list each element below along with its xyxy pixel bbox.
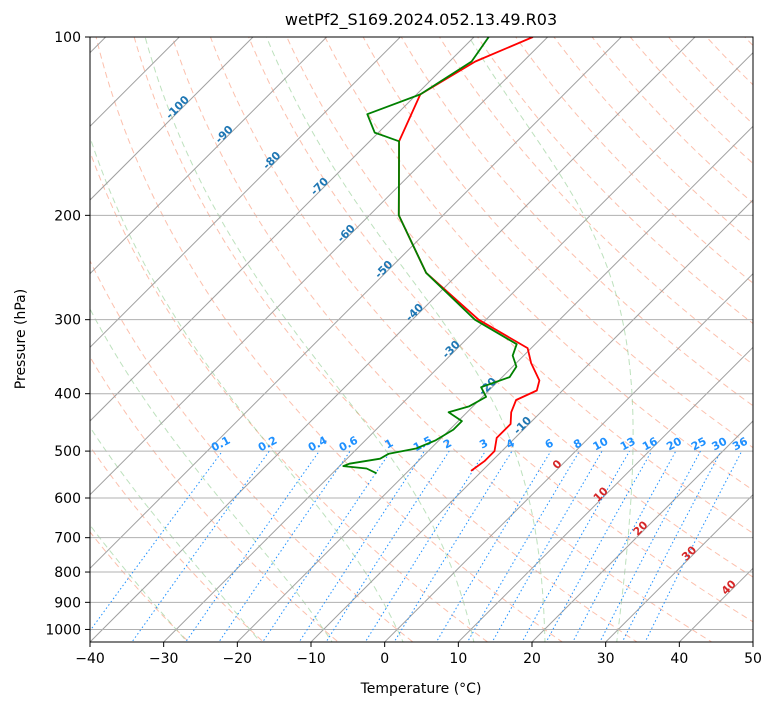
mixing-ratio-line (218, 450, 351, 642)
isotherm-line (90, 37, 475, 422)
dry-adiabat-line (171, 37, 713, 642)
dry-adiabat-line (90, 259, 414, 642)
isotherm-line (90, 37, 328, 275)
dry-adiabats (90, 37, 753, 642)
mixing-ratio-line (435, 450, 552, 642)
dry-adiabat-line (553, 37, 753, 244)
moist-adiabat-line (90, 308, 333, 642)
plot-frame (89, 36, 754, 643)
y-tick-label: 600 (54, 491, 81, 507)
dry-adiabat-line (248, 37, 753, 578)
y-tick-label: 300 (54, 313, 81, 329)
isotherm-line (90, 37, 696, 642)
mixing-ratio-line (131, 450, 270, 642)
x-tick-label: 50 (744, 651, 762, 667)
mixing-ratio-line (262, 450, 392, 642)
y-tick-label: 800 (54, 565, 81, 581)
profile-series (342, 37, 541, 475)
mixing-ratio-line (545, 450, 653, 642)
isotherm-line (457, 346, 753, 642)
y-tick-label: 1000 (45, 622, 81, 638)
dry-adiabat-line (95, 37, 564, 642)
x-tick-label: 30 (597, 651, 615, 667)
x-tick-label: −30 (149, 651, 179, 667)
x-tick-label: −40 (75, 651, 105, 667)
y-tick-label: 500 (54, 444, 81, 460)
pressure-gridlines (90, 37, 753, 630)
temperature-profile-line (397, 37, 541, 472)
isotherm-line (90, 37, 623, 570)
x-tick-label: 0 (380, 651, 389, 667)
dewpoint-profile-line (342, 37, 518, 475)
y-axis-ticks: 1000 900 800 700 600 500 400 300 200 100 (45, 30, 90, 638)
isotherm-line (90, 37, 549, 496)
mixing-ratio-label: 30 (710, 435, 730, 454)
dry-adiabat-line (133, 37, 638, 642)
mixing-ratio-line (325, 450, 450, 642)
mixing-ratio-label: 10 (591, 435, 611, 454)
mixing-ratio-line (644, 450, 743, 642)
isotherm-line (531, 420, 753, 642)
x-tick-label: 20 (523, 651, 541, 667)
y-tick-label: 900 (54, 595, 81, 611)
y-tick-label: 100 (54, 30, 81, 46)
mixing-ratio-line (466, 450, 580, 642)
dry-adiabat-line (515, 37, 753, 284)
x-axis-ticks: −40 −30 −20 −10 0 10 20 30 40 50 (75, 642, 762, 667)
mixing-ratio-line (491, 450, 603, 642)
y-tick-label: 700 (54, 531, 81, 547)
chart-title: wetPf2_S169.2024.052.13.49.R03 (285, 10, 557, 30)
dry-adiabat-line (591, 37, 753, 204)
isotherms (90, 37, 753, 642)
moist-adiabat-line (266, 37, 546, 642)
y-axis-title: Pressure (hPa) (13, 289, 29, 389)
isotherm-line (90, 37, 181, 128)
isotherm-line (90, 37, 402, 349)
x-tick-label: −20 (223, 651, 253, 667)
isotherm-line (90, 37, 254, 201)
dry-adiabat-line (209, 37, 753, 623)
y-tick-label: 400 (54, 387, 81, 403)
dry-adiabat-line (90, 356, 339, 642)
mixing-ratio-label: 36 (730, 435, 750, 454)
dry-adiabat-line (324, 37, 753, 491)
moist-adiabat-line (468, 37, 634, 642)
isotherm-line (604, 493, 753, 642)
mixing-ratio-label: 16 (640, 435, 660, 454)
mixing-ratio-lines (90, 450, 743, 642)
isotherm-line (383, 272, 753, 642)
x-tick-label: 40 (670, 651, 688, 667)
moist-adiabat-line (144, 37, 475, 642)
mixing-ratio-label: 13 (618, 435, 638, 454)
mixing-ratio-label: 20 (664, 435, 684, 454)
x-tick-label: 10 (449, 651, 467, 667)
isotherm-line (236, 125, 753, 642)
x-axis-title: Temperature (°C) (360, 681, 482, 697)
x-tick-label: −10 (296, 651, 326, 667)
mixing-ratio-line (185, 450, 320, 642)
mixing-ratio-label: 25 (689, 435, 709, 454)
dry-adiabat-line (362, 37, 753, 449)
dry-adiabat-line (400, 37, 753, 407)
dry-adiabat-line (90, 531, 190, 642)
mixing-ratio-line (298, 450, 425, 642)
isotherm-line (310, 199, 753, 642)
y-tick-label: 200 (54, 208, 81, 224)
isotherm-line (162, 51, 753, 642)
mixing-ratio-labels: 0.1 0.2 0.4 0.6 1 1.5 2 3 4 6 8 10 13 16 20 25 30 36 (209, 434, 750, 455)
